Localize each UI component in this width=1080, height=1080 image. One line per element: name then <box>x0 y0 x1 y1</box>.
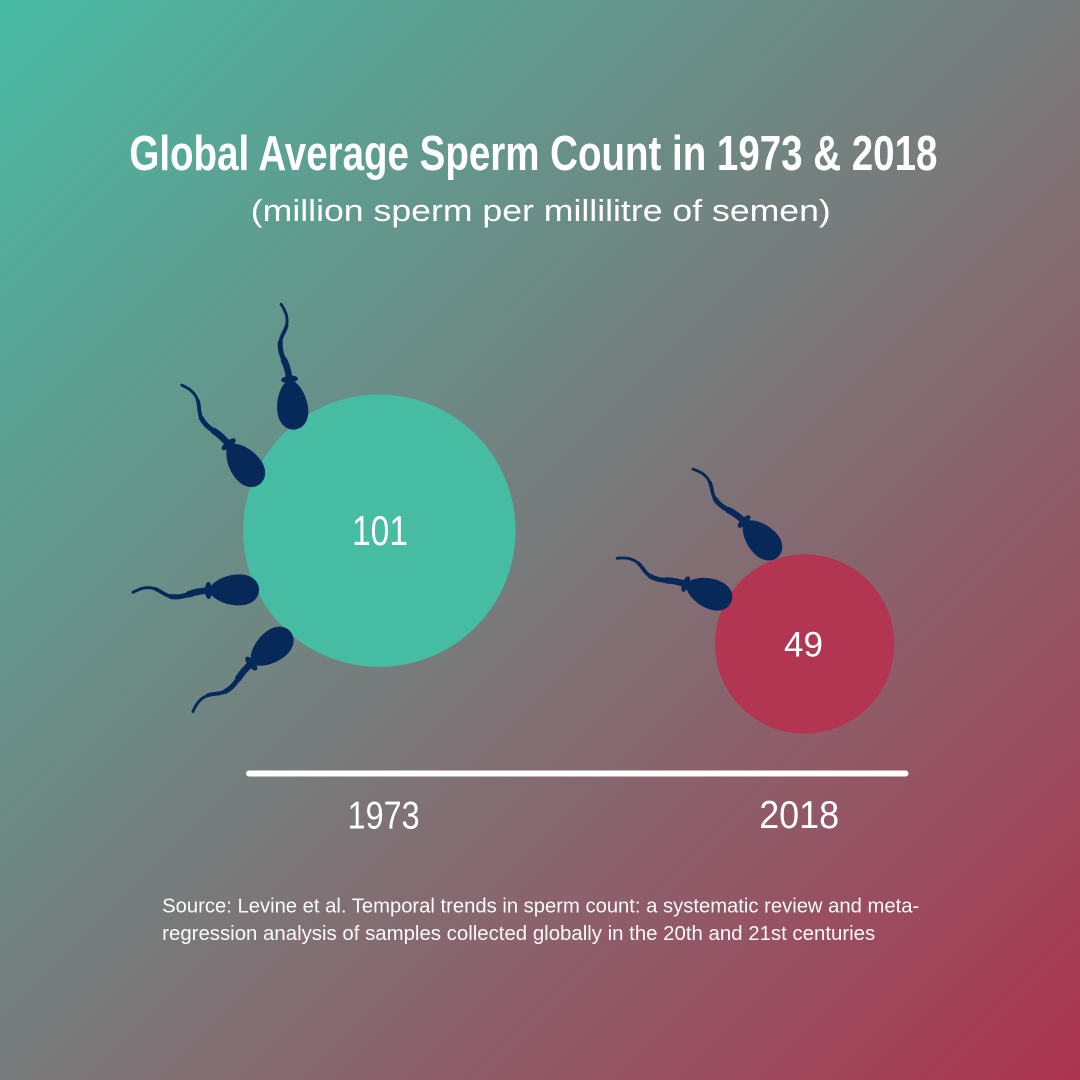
svg-text:101: 101 <box>352 507 408 554</box>
svg-text:regression analysis of samples: regression analysis of samples collected… <box>162 923 875 945</box>
svg-text:49: 49 <box>784 625 823 665</box>
svg-text:(million sperm per millilitre: (million sperm per millilitre of semen) <box>251 193 831 228</box>
svg-text:1973: 1973 <box>348 794 420 837</box>
svg-text:2018: 2018 <box>759 794 839 837</box>
svg-text:Source: Levine et al. Temporal: Source: Levine et al. Temporal trends in… <box>162 896 919 918</box>
svg-text:Global Average Sperm Count in: Global Average Sperm Count in 1973 & 201… <box>129 127 937 181</box>
